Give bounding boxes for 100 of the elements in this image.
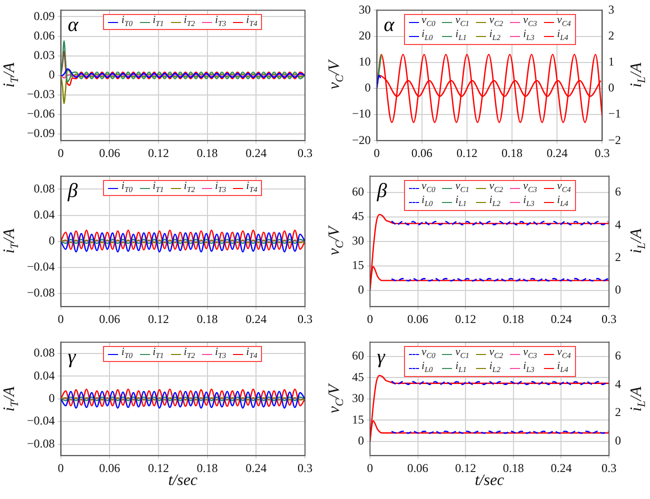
x-tick-label: 0.12: [455, 460, 476, 475]
y-tick-label: 0.03: [34, 48, 55, 62]
y-tick-label: 0: [358, 434, 364, 448]
legend-label: i$_{T3}$: [214, 14, 226, 30]
legend-label: i$_{T0}$: [121, 346, 133, 362]
legend-label: i$_{T0}$: [121, 14, 133, 30]
legend-label: i$_{T2}$: [184, 180, 195, 196]
y-tick-label: 0: [48, 68, 55, 82]
x-tick-label: 0.06: [99, 460, 120, 475]
legend-label: v$_{C3}$: [523, 14, 537, 30]
legend-label: v$_{C0}$: [422, 14, 436, 30]
legend-label: i$_{L3}$: [523, 28, 534, 44]
legend-label: v$_{C0}$: [422, 346, 436, 362]
y-tick-label: −0.08: [26, 286, 55, 300]
y-tick-label: 0.09: [34, 8, 55, 23]
y2-tick-label: 1: [608, 54, 614, 69]
y2-tick-label: 4: [615, 217, 621, 232]
y2-tick-label: 0: [608, 80, 614, 95]
x-tick-label: 0.24: [246, 460, 267, 475]
y-tick-label: −0.06: [26, 106, 55, 121]
y-tick-label: 15: [352, 412, 364, 426]
y-tick-label: −0.09: [26, 126, 55, 140]
legend-label: i$_{L2}$: [489, 28, 500, 44]
y2-tick-label: 3: [608, 2, 614, 16]
x-tick-label: 0.24: [546, 146, 568, 160]
legend-label: i$_{L4}$: [557, 194, 568, 210]
x-tick-label: 0.24: [550, 312, 572, 326]
x-tick-label: 0.3: [298, 460, 312, 475]
legend-label: i$_{T4}$: [246, 14, 258, 30]
y-tick-label: −0.04: [26, 414, 55, 428]
y-tick-label: 30: [352, 391, 364, 406]
legend-label: v$_{C1}$: [455, 14, 470, 30]
x-tick-label: 0.3: [298, 312, 312, 326]
legend-label: i$_{T1}$: [152, 346, 164, 362]
x-tick-label: 0.24: [246, 312, 267, 326]
x-tick-label: 0.3: [298, 146, 312, 160]
legend-label: i$_{T4}$: [246, 346, 258, 362]
legend-label: v$_{C2}$: [489, 14, 504, 30]
y-tick-label: 60: [352, 184, 364, 199]
x-tick-label: 0.12: [148, 146, 169, 160]
legend-label: v$_{C1}$: [455, 346, 470, 362]
chart-title: α: [68, 14, 78, 36]
y-tick-label: 0: [48, 391, 55, 406]
y-tick-label: 45: [352, 209, 364, 224]
y-tick-label: −0.08: [26, 436, 55, 450]
legend-label: v$_{C3}$: [523, 346, 537, 362]
y2-tick-label: 0: [615, 282, 621, 296]
chart-title: α: [384, 14, 394, 36]
x-tick-label: 0: [58, 460, 64, 475]
y-tick-label: −0.03: [26, 87, 55, 102]
y2-tick-label: 4: [615, 376, 621, 391]
chart-title: β: [377, 180, 387, 202]
legend-label: v$_{C0}$: [422, 180, 436, 196]
y-tick-label: 0: [358, 282, 364, 296]
y-tick-label: 0: [48, 234, 55, 248]
legend-label: i$_{T0}$: [121, 180, 133, 196]
legend-label: v$_{C3}$: [523, 180, 537, 196]
y-tick-label: 0: [364, 80, 371, 95]
y2-tick-label: 2: [608, 28, 614, 42]
x-tick-label: 0.18: [502, 312, 524, 326]
legend-label: i$_{L1}$: [455, 194, 467, 210]
legend-label: i$_{T4}$: [246, 180, 258, 196]
x-tick-label: 0.06: [407, 312, 428, 326]
x-tick-label: 0.24: [550, 460, 572, 475]
x-tick-label: 0.12: [148, 460, 169, 475]
legend-label: v$_{C4}$: [557, 180, 571, 196]
legend-label: i$_{T1}$: [152, 14, 164, 30]
y-tick-label: 0.04: [34, 207, 55, 222]
y-tick-label: 0.08: [34, 181, 55, 196]
legend-label: i$_{L3}$: [523, 360, 534, 376]
legend-label: i$_{T3}$: [214, 180, 226, 196]
x-tick-label: 0.3: [594, 146, 610, 160]
x-tick-label: 0.06: [411, 146, 432, 160]
x-tick-label: 0.18: [196, 312, 218, 326]
x-tick-label: 0.12: [455, 312, 476, 326]
y2-tick-label: 6: [615, 184, 621, 199]
legend-label: i$_{L4}$: [557, 28, 568, 44]
x-axis-title: t/sec: [474, 472, 504, 490]
legend-label: i$_{L1}$: [455, 28, 467, 44]
y2-tick-label: −2: [608, 132, 622, 147]
y-tick-label: 10: [358, 54, 371, 69]
y2-tick-label: 0: [615, 434, 621, 448]
x-tick-label: 0.18: [196, 146, 218, 160]
y-tick-label: 0.06: [34, 28, 55, 42]
y-tick-label: 20: [358, 28, 371, 42]
x-tick-label: 0.18: [502, 460, 524, 475]
y2-tick-label: −1: [608, 106, 622, 121]
legend-label: v$_{C2}$: [489, 180, 504, 196]
legend-label: i$_{T3}$: [214, 346, 226, 362]
x-tick-label: 0.06: [99, 312, 120, 326]
legend-label: v$_{C4}$: [557, 14, 571, 30]
y-tick-label: 60: [352, 348, 364, 363]
x-tick-label: 0.18: [502, 146, 523, 160]
x-tick-label: 0.12: [148, 312, 169, 326]
y-tick-label: −20: [352, 132, 371, 147]
legend-label: i$_{L2}$: [489, 360, 500, 376]
y2-tick-label: 6: [615, 348, 621, 363]
legend-label: i$_{L3}$: [523, 194, 534, 210]
y-tick-label: 0.04: [34, 368, 55, 382]
x-tick-label: 0.24: [246, 146, 267, 160]
